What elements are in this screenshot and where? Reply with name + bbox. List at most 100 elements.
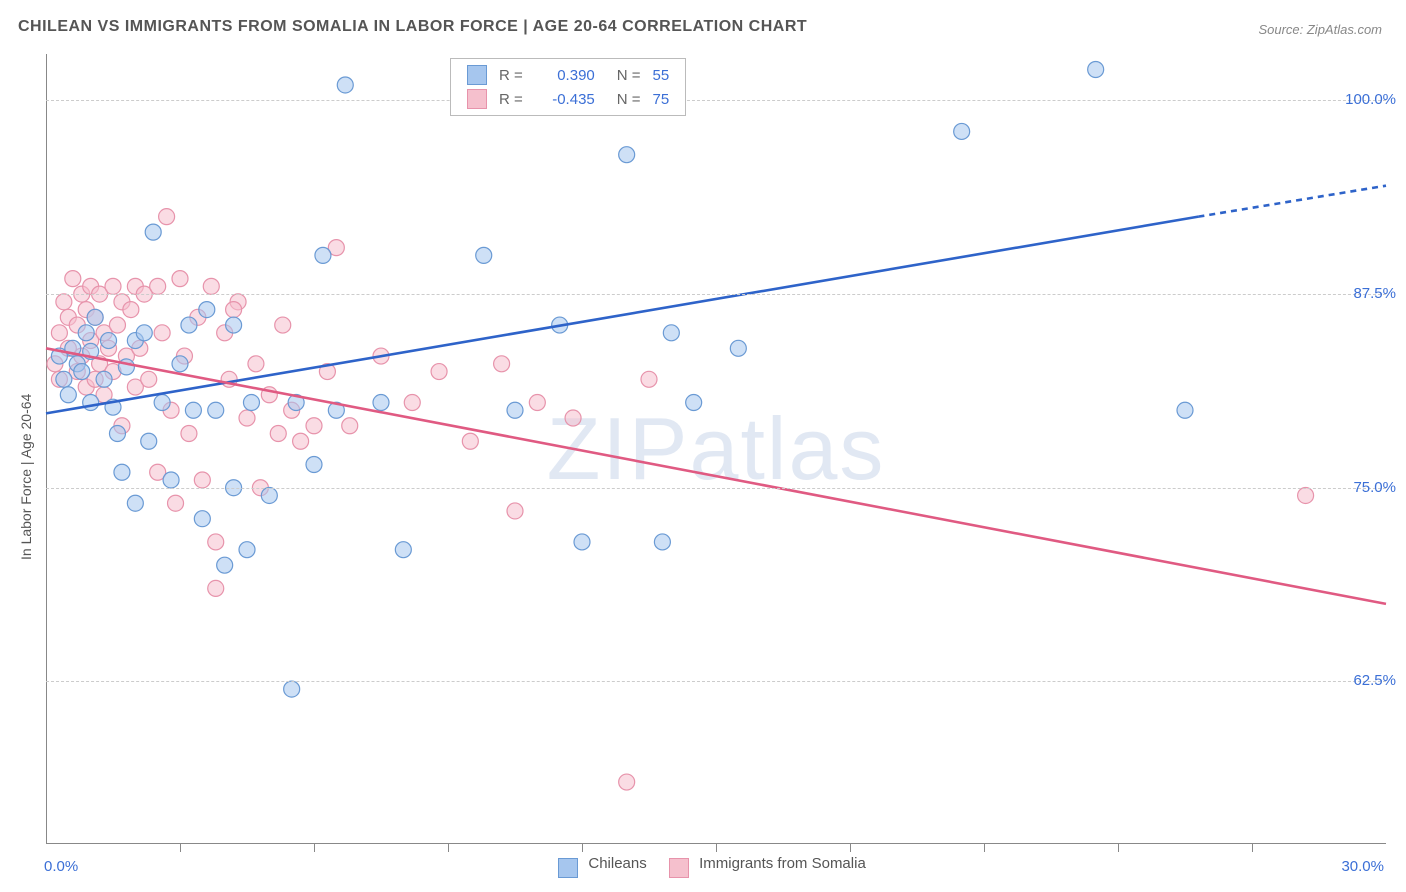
- point-a: [60, 387, 76, 403]
- scatter-svg: [46, 54, 1386, 844]
- point-a: [141, 433, 157, 449]
- point-b: [619, 774, 635, 790]
- point-b: [494, 356, 510, 372]
- r-label-b: R =: [493, 87, 529, 111]
- n-label-a: N =: [601, 63, 647, 87]
- y-tick-label: 75.0%: [1353, 479, 1396, 496]
- point-a: [654, 534, 670, 550]
- point-a: [163, 472, 179, 488]
- x-tick: [180, 844, 181, 852]
- point-a: [136, 325, 152, 341]
- series-a-label: Chileans: [588, 855, 646, 872]
- point-a: [1177, 402, 1193, 418]
- point-b: [208, 534, 224, 550]
- point-a: [78, 325, 94, 341]
- point-b: [194, 472, 210, 488]
- point-a: [954, 123, 970, 139]
- swatch-a-icon: [467, 65, 487, 85]
- point-a: [243, 395, 259, 411]
- point-a: [87, 309, 103, 325]
- point-a: [208, 402, 224, 418]
- point-a: [730, 340, 746, 356]
- x-tick: [716, 844, 717, 852]
- point-b: [141, 371, 157, 387]
- point-a: [315, 247, 331, 263]
- series-legend: Chileans Immigrants from Somalia: [0, 854, 1406, 874]
- legend-row-a: R = 0.390 N = 55: [461, 63, 675, 87]
- point-a: [476, 247, 492, 263]
- y-tick-label: 87.5%: [1353, 285, 1396, 302]
- point-a: [686, 395, 702, 411]
- correlation-legend: R = 0.390 N = 55 R = -0.435 N = 75: [450, 58, 686, 116]
- point-b: [150, 278, 166, 294]
- point-b: [565, 410, 581, 426]
- point-b: [172, 271, 188, 287]
- x-tick: [582, 844, 583, 852]
- plot-area: ZIPatlas: [46, 54, 1386, 844]
- point-a: [199, 302, 215, 318]
- point-b: [641, 371, 657, 387]
- x-tick: [1252, 844, 1253, 852]
- r-label-a: R =: [493, 63, 529, 87]
- x-tick: [1118, 844, 1119, 852]
- point-b: [109, 317, 125, 333]
- point-b: [208, 580, 224, 596]
- point-b: [270, 426, 286, 442]
- point-a: [306, 456, 322, 472]
- point-b: [168, 495, 184, 511]
- point-b: [306, 418, 322, 434]
- regression-line: [46, 217, 1198, 414]
- point-b: [159, 209, 175, 225]
- point-b: [181, 426, 197, 442]
- point-a: [194, 511, 210, 527]
- regression-line: [46, 348, 1386, 604]
- point-a: [101, 333, 117, 349]
- point-a: [56, 371, 72, 387]
- gridline: [46, 294, 1386, 295]
- point-a: [217, 557, 233, 573]
- source-attribution: Source: ZipAtlas.com: [1258, 22, 1382, 37]
- point-a: [337, 77, 353, 93]
- point-a: [127, 495, 143, 511]
- legend-row-b: R = -0.435 N = 75: [461, 87, 675, 111]
- point-a: [284, 681, 300, 697]
- point-a: [96, 371, 112, 387]
- point-a: [507, 402, 523, 418]
- point-a: [619, 147, 635, 163]
- point-b: [431, 364, 447, 380]
- x-tick: [850, 844, 851, 852]
- point-a: [663, 325, 679, 341]
- n-value-b: 75: [647, 87, 676, 111]
- point-a: [1088, 61, 1104, 77]
- point-a: [83, 395, 99, 411]
- swatch-b-icon: [467, 89, 487, 109]
- point-b: [105, 278, 121, 294]
- gridline: [46, 100, 1386, 101]
- point-b: [529, 395, 545, 411]
- point-b: [65, 271, 81, 287]
- chart-title: CHILEAN VS IMMIGRANTS FROM SOMALIA IN LA…: [18, 18, 807, 36]
- point-b: [1298, 487, 1314, 503]
- regression-line: [1198, 186, 1386, 217]
- point-b: [239, 410, 255, 426]
- point-a: [154, 395, 170, 411]
- n-value-a: 55: [647, 63, 676, 87]
- point-a: [226, 317, 242, 333]
- n-label-b: N =: [601, 87, 647, 111]
- swatch-a-icon: [558, 858, 578, 878]
- point-b: [275, 317, 291, 333]
- x-tick: [984, 844, 985, 852]
- gridline: [46, 681, 1386, 682]
- y-axis-label: In Labor Force | Age 20-64: [18, 394, 34, 560]
- point-b: [154, 325, 170, 341]
- r-value-a: 0.390: [529, 63, 601, 87]
- point-b: [462, 433, 478, 449]
- r-value-b: -0.435: [529, 87, 601, 111]
- x-tick: [448, 844, 449, 852]
- point-b: [342, 418, 358, 434]
- point-a: [261, 487, 277, 503]
- swatch-b-icon: [669, 858, 689, 878]
- point-a: [185, 402, 201, 418]
- point-a: [74, 364, 90, 380]
- y-tick-label: 62.5%: [1353, 672, 1396, 689]
